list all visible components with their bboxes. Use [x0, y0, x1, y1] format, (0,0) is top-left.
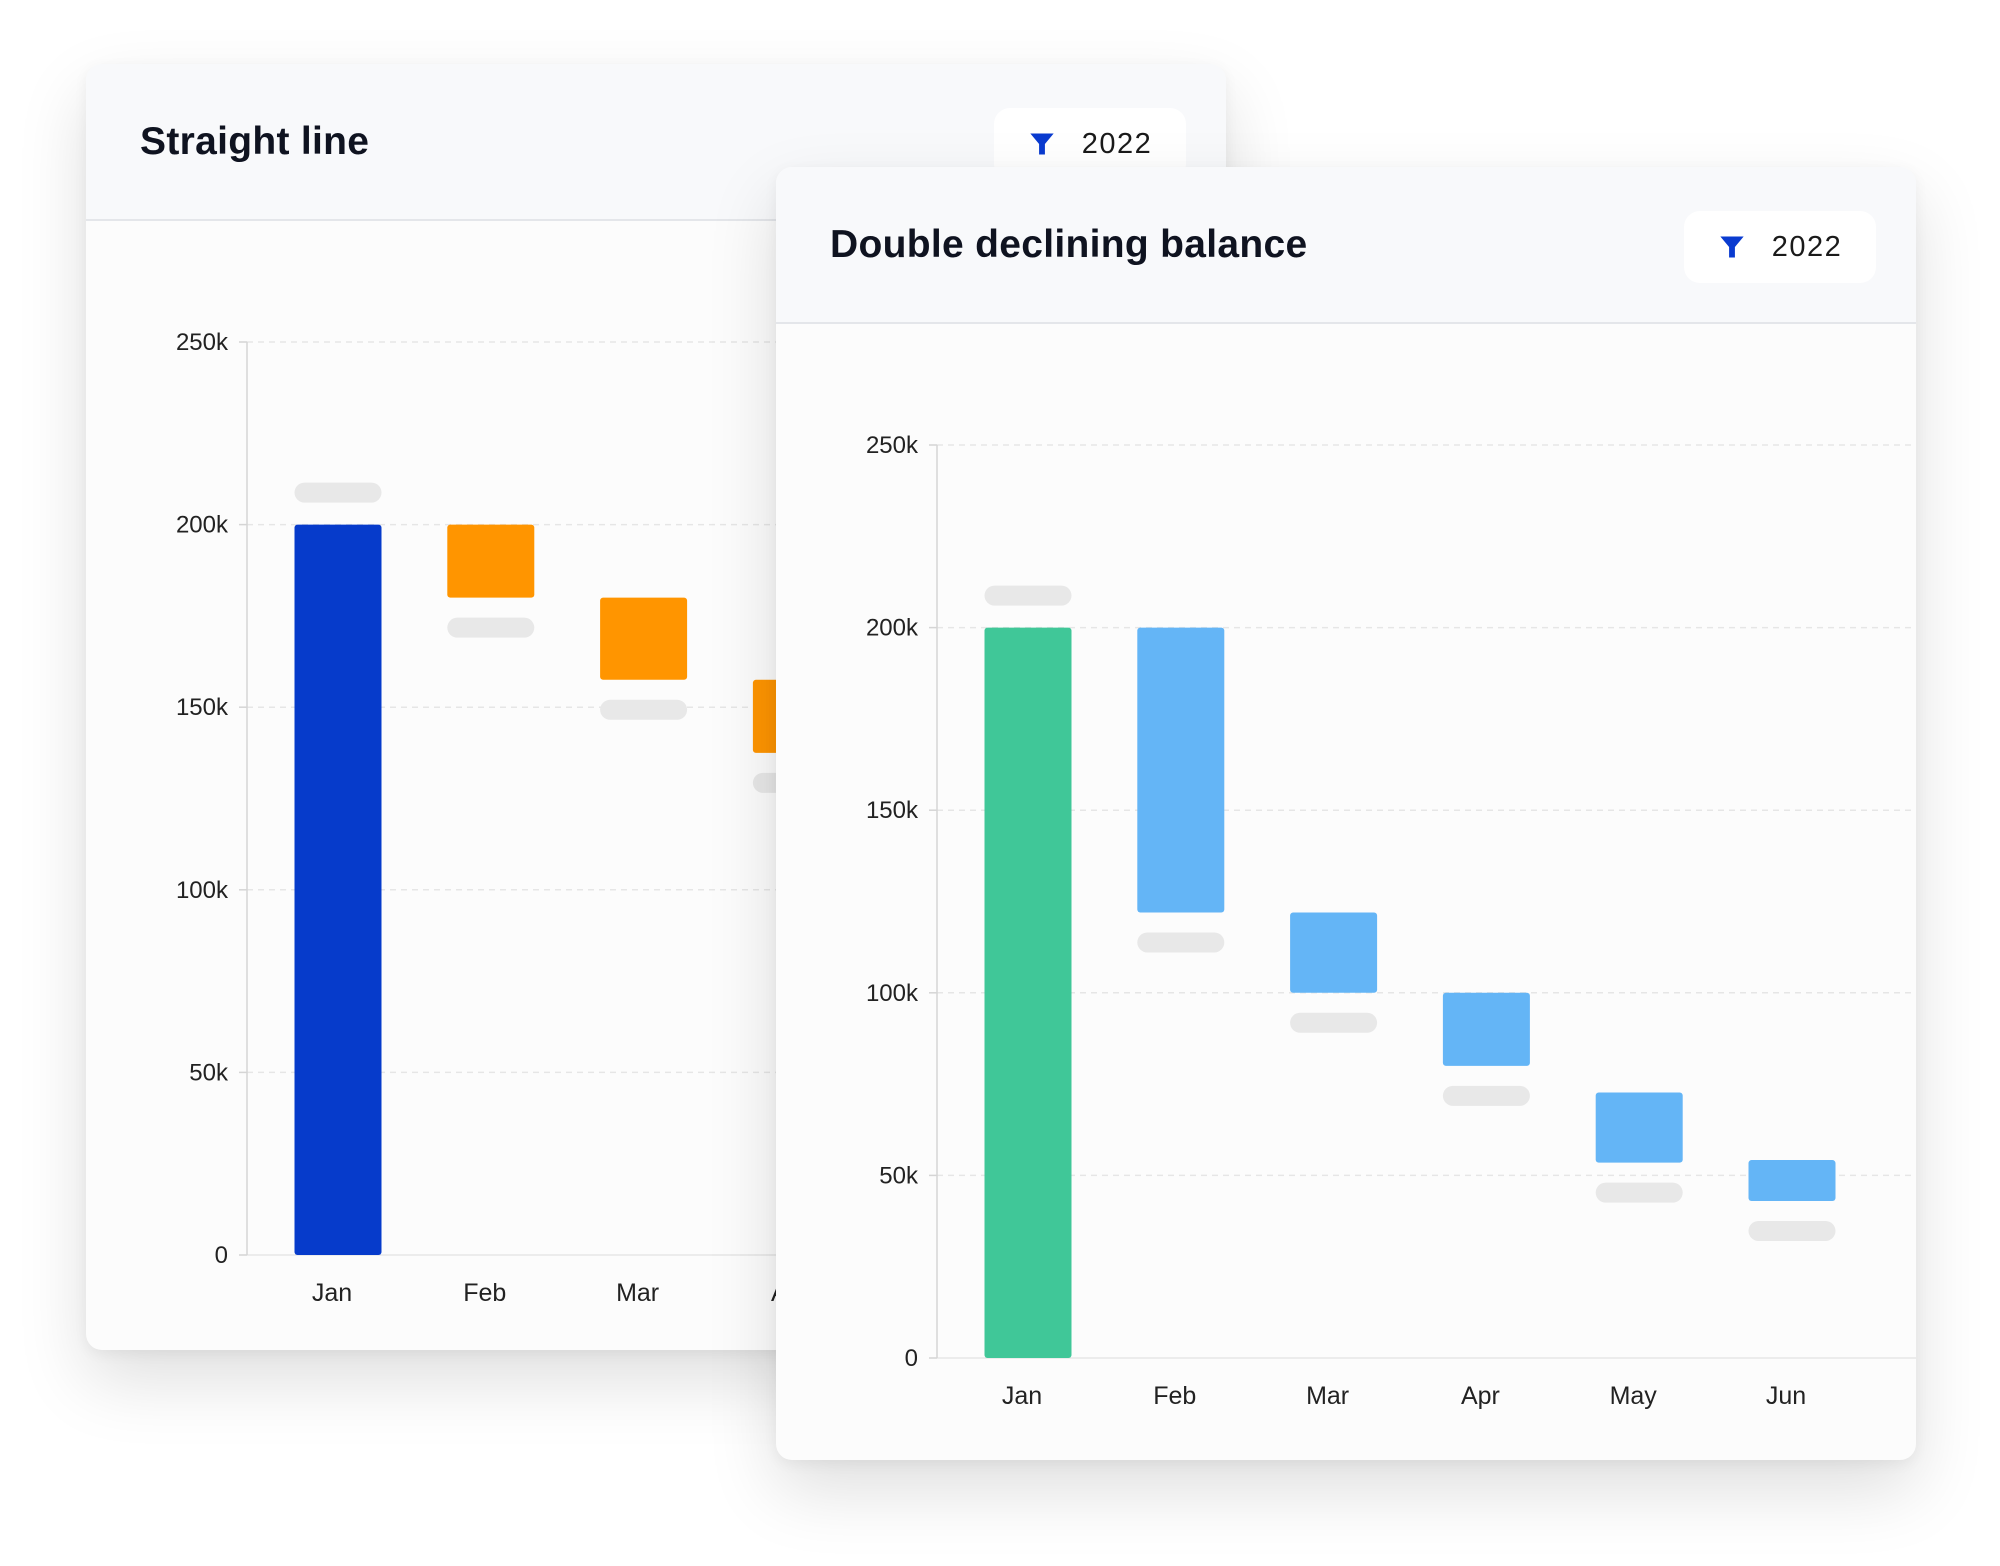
bar-may — [1595, 1092, 1683, 1163]
x-tick-label: Mar — [1306, 1382, 1349, 1410]
data-label-placeholder — [1442, 1085, 1530, 1106]
data-label-placeholder — [1137, 932, 1225, 953]
filter-label: 2022 — [1771, 230, 1843, 263]
bar-jan — [294, 524, 382, 1255]
y-tick-label: 50k — [879, 1162, 919, 1189]
y-tick-label: 0 — [215, 1242, 228, 1269]
bar-jun — [1748, 1160, 1836, 1201]
data-label-placeholder — [447, 617, 535, 638]
y-tick-label: 200k — [176, 512, 229, 539]
y-tick-label: 100k — [176, 877, 229, 904]
x-tick-label: Jun — [1766, 1382, 1806, 1410]
x-tick-label: Feb — [1153, 1382, 1196, 1410]
double-declining-balance-chart: 0 50k 100k 150k 200k 250k Jan Feb Mar Apr May Jun — [866, 432, 1916, 1410]
x-tick-label: Apr — [1461, 1382, 1500, 1410]
double-declining-balance-card: Double declining balance 2022 0 50k 100k 15… — [776, 167, 1916, 1460]
x-tick-label: May — [1610, 1382, 1658, 1410]
filter-icon — [1030, 133, 1054, 155]
year-filter-button[interactable]: 2022 — [1684, 211, 1876, 283]
y-tick-label: 250k — [866, 432, 919, 459]
bar-mar — [1290, 912, 1378, 993]
data-label-placeholder — [984, 585, 1072, 606]
y-tick-label: 250k — [176, 329, 229, 356]
data-label-placeholder — [1595, 1182, 1683, 1203]
y-tick-label: 50k — [189, 1059, 229, 1086]
y-tick-label: 150k — [866, 797, 919, 824]
bar-apr — [1442, 992, 1530, 1066]
card-title: Double declining balance — [830, 223, 1308, 266]
card-header: Double declining balance 2022 — [776, 167, 1916, 324]
bar-feb — [447, 524, 535, 598]
bar-jan — [984, 627, 1072, 1358]
filter-icon — [1720, 236, 1744, 258]
card-title: Straight line — [140, 120, 370, 163]
x-tick-label: Jan — [312, 1279, 352, 1307]
filter-label: 2022 — [1081, 127, 1153, 160]
y-tick-label: 200k — [866, 615, 919, 642]
data-label-placeholder — [600, 699, 688, 720]
bar-feb — [1137, 627, 1225, 913]
data-label-placeholder — [294, 482, 382, 503]
y-tick-label: 100k — [866, 980, 919, 1007]
y-tick-label: 0 — [905, 1345, 918, 1372]
y-tick-label: 150k — [176, 694, 229, 721]
x-tick-label: Jan — [1002, 1382, 1042, 1410]
data-label-placeholder — [1290, 1012, 1378, 1033]
data-label-placeholder — [1748, 1220, 1836, 1241]
x-tick-label: Feb — [463, 1279, 506, 1307]
bar-mar — [600, 597, 688, 680]
x-tick-label: Mar — [616, 1279, 659, 1307]
